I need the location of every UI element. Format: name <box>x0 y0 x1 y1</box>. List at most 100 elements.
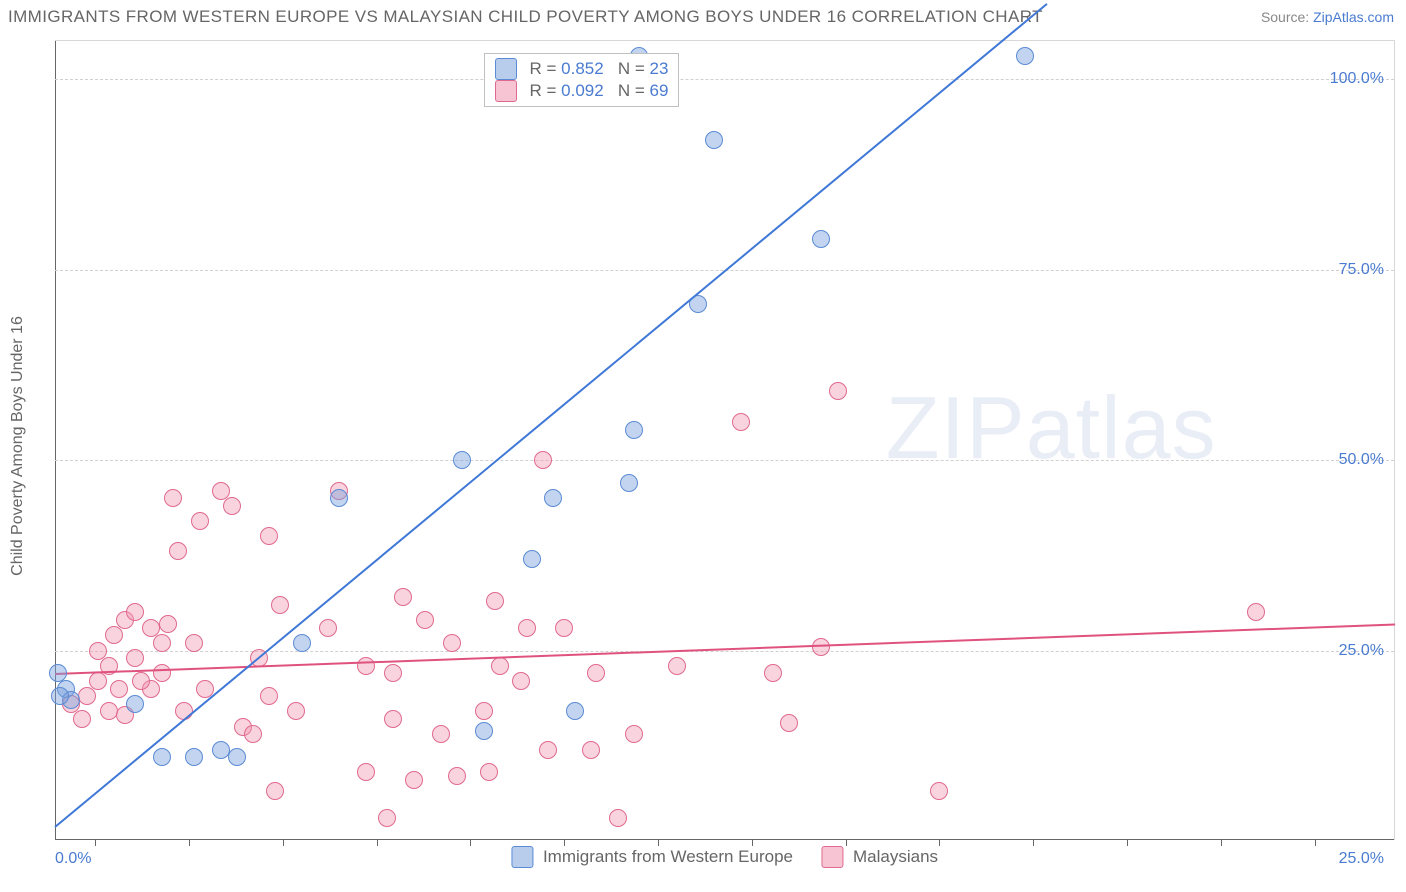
x-axis-line <box>55 839 1394 840</box>
data-point <box>260 687 278 705</box>
series-legend: Immigrants from Western Europe Malaysians <box>511 846 938 868</box>
data-point <box>159 615 177 633</box>
data-point <box>582 741 600 759</box>
data-point <box>566 702 584 720</box>
data-point <box>330 489 348 507</box>
data-point <box>764 664 782 682</box>
y-tick-label: 50.0% <box>1339 451 1384 469</box>
data-point <box>812 230 830 248</box>
x-tick-max: 25.0% <box>1339 850 1384 868</box>
data-point <box>625 725 643 743</box>
data-point <box>609 809 627 827</box>
data-point <box>126 603 144 621</box>
data-point <box>1016 47 1034 65</box>
data-point <box>829 382 847 400</box>
plot-area: 0.0% 25.0% 25.0%50.0%75.0%100.0%ZIPatlas… <box>55 40 1395 840</box>
watermark: ZIPatlas <box>886 377 1217 479</box>
data-point <box>930 782 948 800</box>
data-point <box>153 664 171 682</box>
legend-stats-text: R = 0.092 N = 69 <box>525 81 669 101</box>
data-point <box>293 634 311 652</box>
data-point <box>668 657 686 675</box>
data-point <box>732 413 750 431</box>
data-point <box>78 687 96 705</box>
data-point <box>185 634 203 652</box>
data-point <box>287 702 305 720</box>
data-point <box>544 489 562 507</box>
x-tick <box>377 840 378 846</box>
data-point <box>191 512 209 530</box>
legend-swatch <box>821 846 843 868</box>
y-axis-line <box>55 41 56 840</box>
data-point <box>534 451 552 469</box>
stats-legend-row: R = 0.852 N = 23 <box>495 58 669 80</box>
x-tick-min: 0.0% <box>55 850 91 868</box>
data-point <box>625 421 643 439</box>
x-tick <box>1033 840 1034 846</box>
data-point <box>1247 603 1265 621</box>
chart-container: IMMIGRANTS FROM WESTERN EUROPE VS MALAYS… <box>0 0 1406 892</box>
legend-swatch <box>511 846 533 868</box>
data-point <box>384 710 402 728</box>
legend-swatch <box>495 58 517 80</box>
data-point <box>153 748 171 766</box>
x-tick <box>95 840 96 846</box>
series-legend-label: Immigrants from Western Europe <box>543 847 793 867</box>
data-point <box>620 474 638 492</box>
data-point <box>432 725 450 743</box>
y-tick-label: 75.0% <box>1339 261 1384 279</box>
data-point <box>228 748 246 766</box>
data-point <box>105 626 123 644</box>
chart-title: IMMIGRANTS FROM WESTERN EUROPE VS MALAYS… <box>8 7 1043 27</box>
data-point <box>271 596 289 614</box>
data-point <box>164 489 182 507</box>
x-tick <box>1315 840 1316 846</box>
data-point <box>448 767 466 785</box>
data-point <box>780 714 798 732</box>
data-point <box>169 542 187 560</box>
x-tick <box>189 840 190 846</box>
stats-legend-row: R = 0.092 N = 69 <box>495 80 669 102</box>
data-point <box>73 710 91 728</box>
data-point <box>126 695 144 713</box>
data-point <box>49 664 67 682</box>
data-point <box>475 702 493 720</box>
data-point <box>475 722 493 740</box>
source-link[interactable]: ZipAtlas.com <box>1313 9 1394 25</box>
data-point <box>357 763 375 781</box>
title-bar: IMMIGRANTS FROM WESTERN EUROPE VS MALAYS… <box>0 0 1406 34</box>
source-attribution: Source: ZipAtlas.com <box>1261 9 1394 25</box>
data-point <box>260 527 278 545</box>
data-point <box>555 619 573 637</box>
x-tick <box>1127 840 1128 846</box>
data-point <box>486 592 504 610</box>
data-point <box>512 672 530 690</box>
data-point <box>443 634 461 652</box>
y-tick-label: 100.0% <box>1330 70 1384 88</box>
x-tick <box>283 840 284 846</box>
data-point <box>394 588 412 606</box>
series-legend-item: Malaysians <box>821 846 938 868</box>
data-point <box>100 702 118 720</box>
data-point <box>132 672 150 690</box>
data-point <box>587 664 605 682</box>
data-point <box>518 619 536 637</box>
data-point <box>110 680 128 698</box>
data-point <box>378 809 396 827</box>
data-point <box>185 748 203 766</box>
legend-swatch <box>495 80 517 102</box>
x-tick <box>470 840 471 846</box>
stats-legend: R = 0.852 N = 23 R = 0.092 N = 69 <box>484 53 680 107</box>
data-point <box>89 672 107 690</box>
data-point <box>126 649 144 667</box>
data-point <box>480 763 498 781</box>
data-point <box>223 497 241 515</box>
data-point <box>51 687 69 705</box>
data-point <box>491 657 509 675</box>
data-point <box>319 619 337 637</box>
legend-stats-text: R = 0.852 N = 23 <box>525 59 669 79</box>
series-legend-label: Malaysians <box>853 847 938 867</box>
data-point <box>705 131 723 149</box>
data-point <box>416 611 434 629</box>
series-legend-item: Immigrants from Western Europe <box>511 846 793 868</box>
